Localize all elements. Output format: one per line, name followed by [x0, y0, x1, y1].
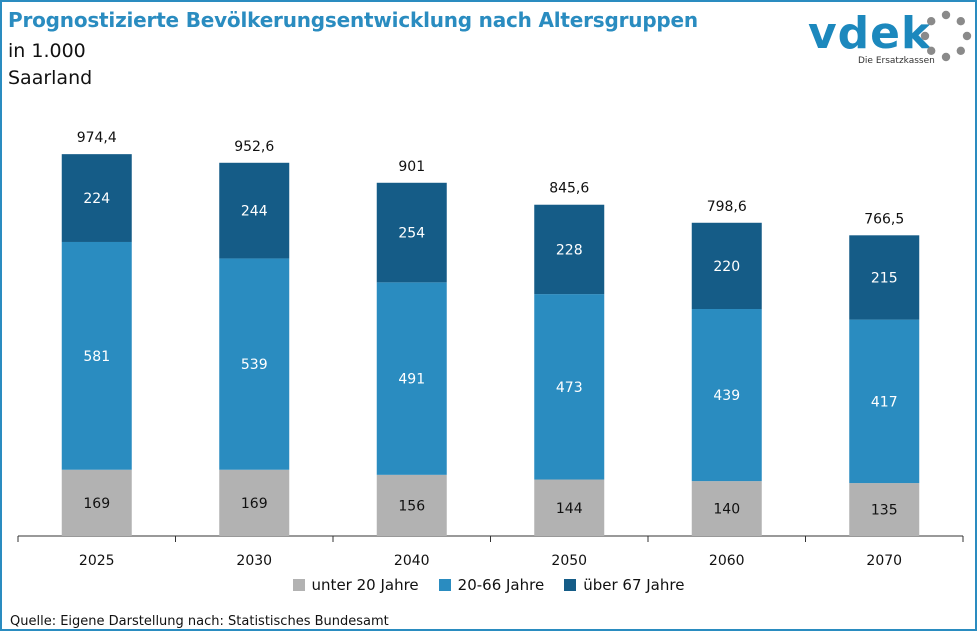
bar-segment: [376, 474, 447, 536]
legend-label-ueber67: über 67 Jahre: [583, 576, 685, 594]
total-label: 798,6: [707, 199, 747, 215]
logo-ring-icon: [920, 10, 972, 62]
chart-unit: in 1.000: [8, 40, 86, 62]
data-label: 144: [556, 501, 583, 517]
bar-segment: [534, 204, 605, 295]
legend-swatch-ueber67: [564, 579, 577, 591]
total-label: 766,5: [864, 211, 904, 227]
bar-segment: [849, 235, 920, 320]
data-label: 224: [83, 191, 110, 207]
data-label: 228: [556, 242, 583, 258]
bar-segment: [61, 241, 132, 470]
logo-wordmark: vdek: [808, 8, 932, 59]
logo-tagline: Die Ersatzkassen: [858, 56, 935, 66]
legend-item-unter20: unter 20 Jahre: [292, 576, 419, 594]
data-label: 581: [83, 349, 110, 365]
total-label: 901: [398, 159, 425, 175]
bar-segment: [376, 182, 447, 283]
vdek-logo: vdek Die Ersatzkassen: [808, 8, 973, 70]
bar-segment: [219, 258, 290, 470]
bar-segment: [849, 319, 920, 484]
bar-segment: [534, 479, 605, 536]
legend-item-20-66: 20-66 Jahre: [438, 576, 545, 594]
data-label: 491: [398, 372, 425, 388]
data-label: 244: [241, 204, 268, 220]
data-label: 156: [398, 498, 425, 514]
x-tick-label: 2050: [551, 553, 587, 569]
x-tick-label: 2070: [866, 553, 902, 569]
chart-region: Saarland: [8, 67, 93, 89]
bar-segment: [534, 294, 605, 480]
x-tick-label: 2040: [394, 553, 430, 569]
data-label: 215: [871, 270, 898, 286]
total-label: 974,4: [77, 130, 117, 146]
data-label: 439: [713, 388, 740, 404]
data-label: 220: [713, 259, 740, 275]
legend-label-20-66: 20-66 Jahre: [457, 576, 545, 594]
data-label: 473: [556, 380, 583, 396]
x-tick-label: 2025: [79, 553, 115, 569]
bar-segment: [376, 282, 447, 475]
data-label: 135: [871, 503, 898, 519]
chart-legend: unter 20 Jahre 20-66 Jahre über 67 Jahre: [0, 576, 977, 594]
bar-segment: [61, 469, 132, 536]
total-label: 845,6: [549, 181, 589, 197]
total-label: 952,6: [234, 139, 274, 155]
bar-segment: [691, 481, 762, 536]
data-label: 254: [398, 226, 425, 242]
x-tick-label: 2030: [236, 553, 272, 569]
legend-item-ueber67: über 67 Jahre: [564, 576, 684, 594]
bar-segment: [849, 483, 920, 536]
bar-segment: [691, 309, 762, 482]
data-label: 539: [241, 357, 268, 373]
legend-label-unter20: unter 20 Jahre: [311, 576, 419, 594]
data-label: 169: [83, 496, 110, 512]
x-tick-label: 2060: [709, 553, 745, 569]
legend-swatch-unter20: [292, 579, 305, 591]
data-label: 417: [871, 394, 898, 410]
bar-segment: [219, 162, 290, 259]
source-note: Quelle: Eigene Darstellung nach: Statist…: [10, 614, 389, 629]
bar-segment: [219, 469, 290, 536]
bar-segment: [691, 222, 762, 310]
bar-segment: [61, 154, 132, 242]
chart-title: Prognostizierte Bevölkerungsentwicklung …: [8, 8, 698, 32]
legend-swatch-20-66: [438, 579, 451, 591]
data-label: 169: [241, 496, 268, 512]
data-label: 140: [713, 502, 740, 518]
